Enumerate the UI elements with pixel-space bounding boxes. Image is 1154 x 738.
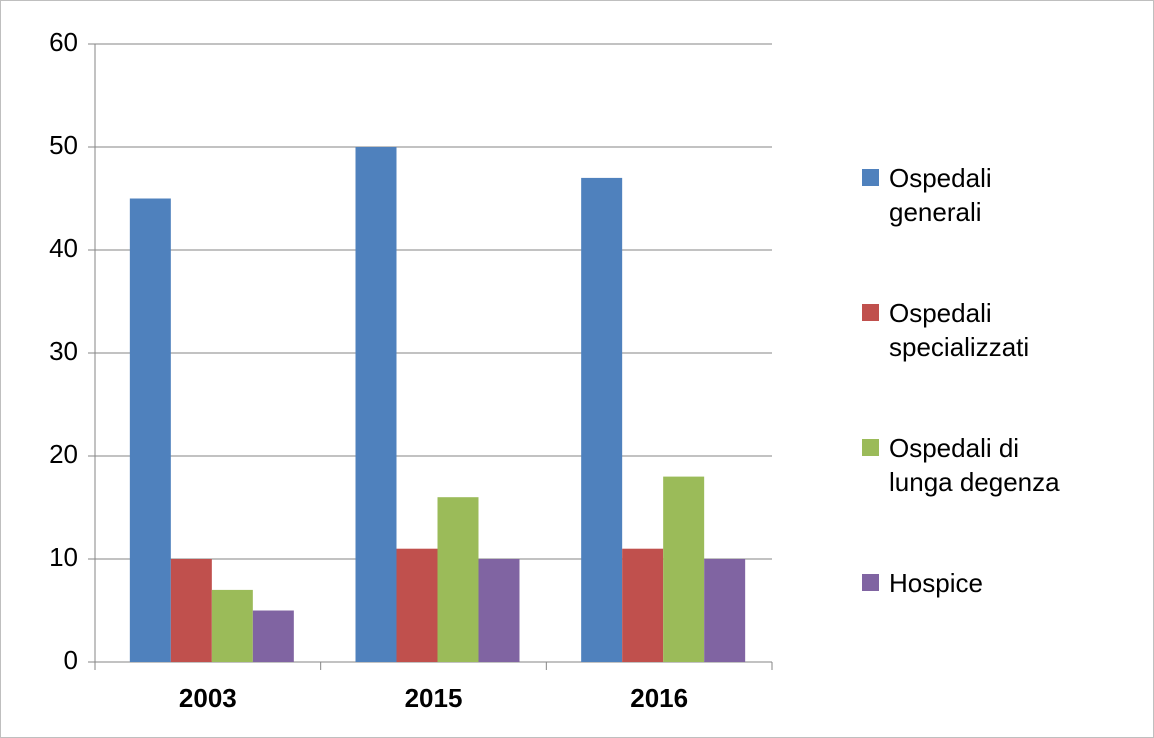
legend-label: Ospedali di lunga degenza <box>889 433 1060 497</box>
x-tick-label: 2015 <box>405 683 463 713</box>
legend-swatch <box>862 169 879 186</box>
legend-entry: Hospice <box>862 566 1089 600</box>
legend-entry: Ospedali specializzati <box>862 296 1089 364</box>
y-tick-label: 40 <box>49 233 78 263</box>
legend-swatch <box>862 574 879 591</box>
y-tick-label: 30 <box>49 336 78 366</box>
legend-label: Ospedali generali <box>889 163 992 227</box>
y-tick-label: 60 <box>49 27 78 57</box>
bar <box>478 559 520 662</box>
y-tick-label: 10 <box>49 542 78 572</box>
bar <box>170 559 212 662</box>
y-tick-label: 50 <box>49 130 78 160</box>
y-tick-label: 20 <box>49 439 78 469</box>
y-tick-label: 0 <box>64 645 78 675</box>
bar <box>129 198 171 662</box>
bar <box>581 177 623 662</box>
bar <box>396 548 438 662</box>
x-tick-label: 2003 <box>179 683 237 713</box>
bar <box>704 559 746 662</box>
bar <box>437 497 479 662</box>
bar <box>355 147 397 662</box>
bar <box>252 610 294 662</box>
legend-entry: Ospedali di lunga degenza <box>862 431 1089 499</box>
legend-label: Hospice <box>889 568 983 598</box>
legend-label: Ospedali specializzati <box>889 298 1030 362</box>
bar <box>622 548 664 662</box>
bar <box>663 476 705 662</box>
legend-entry: Ospedali generali <box>862 161 1089 229</box>
bar <box>211 589 253 662</box>
legend-swatch <box>862 304 879 321</box>
legend-swatch <box>862 439 879 456</box>
x-tick-label: 2016 <box>630 683 688 713</box>
